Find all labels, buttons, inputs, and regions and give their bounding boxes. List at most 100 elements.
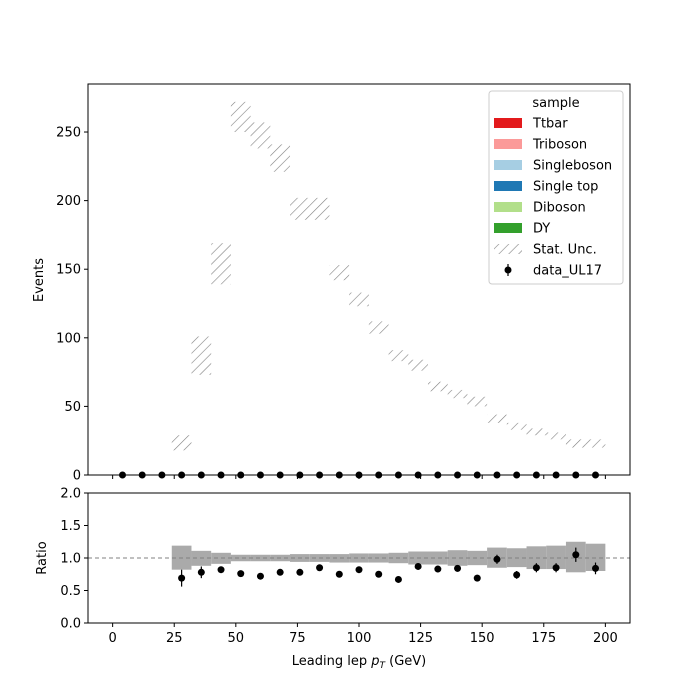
stat-unc-bin — [349, 292, 369, 307]
ratio-point — [434, 565, 442, 573]
main-axes-frame — [87, 83, 631, 476]
y-tick-label: 100 — [56, 331, 81, 346]
legend-label: Stat. Unc. — [533, 243, 597, 258]
ratio-point — [256, 572, 264, 580]
stat-unc-bin — [290, 197, 310, 220]
legend-marker — [504, 266, 512, 274]
main-x-ticks — [112, 475, 606, 479]
main-y-ticks: 0 50 100 150 200 250 — [56, 126, 88, 484]
ratio-point — [572, 551, 580, 559]
ratio-point — [375, 570, 383, 578]
legend-swatch — [494, 160, 522, 170]
ratio-point — [335, 570, 343, 578]
ratio-point — [414, 562, 422, 570]
x-tick-label: 125 — [408, 631, 433, 646]
ratio-y-ticks: 0.0 0.5 1.0 1.5 2.0 — [60, 487, 88, 632]
legend-label: data_UL17 — [533, 264, 602, 279]
ratio-unc-bin — [230, 554, 251, 562]
stat-unc-bin — [191, 336, 212, 375]
ratio-point — [355, 566, 363, 574]
stat-unc-bin — [329, 265, 350, 281]
ratio-point — [197, 568, 205, 576]
y-tick-label: 0 — [73, 469, 81, 484]
stat-unc-bin — [565, 439, 586, 448]
ratio-point — [394, 575, 402, 583]
ratio-point — [493, 555, 501, 563]
x-tick-label: 0 — [108, 631, 116, 646]
stat-unc-bin — [230, 101, 251, 133]
stat-unc-bin — [506, 422, 527, 430]
ratio-axes-frame — [87, 492, 631, 624]
stat-unc-bin — [585, 439, 606, 448]
ratio-unc-bin — [546, 545, 566, 570]
legend-swatch — [494, 223, 522, 233]
stat-unc-bin — [447, 389, 468, 399]
legend-frame — [488, 90, 624, 285]
ratio-point — [532, 564, 540, 572]
ratio-point — [454, 564, 462, 572]
stat-unc-bin — [309, 197, 330, 220]
stat-unc-bands — [171, 101, 606, 451]
main-panel: 0 50 100 150 200 250 Events sample Ttbar Tribo… — [32, 83, 631, 484]
legend-label: Diboson — [533, 201, 586, 216]
stat-unc-bin — [388, 350, 409, 362]
x-tick-label: 100 — [347, 631, 372, 646]
ratio-point — [217, 566, 225, 574]
ratio-unc-bin — [467, 550, 488, 566]
y-tick-label: 150 — [56, 263, 81, 278]
legend-swatch — [494, 202, 522, 212]
y-tick-label: 250 — [56, 126, 81, 141]
ratio-unc-band — [171, 541, 606, 573]
ratio-point — [513, 571, 521, 579]
x-tick-label: 150 — [470, 631, 495, 646]
legend-label: Singleboson — [533, 159, 612, 174]
ratio-unc-bin — [585, 543, 606, 571]
stat-unc-bin — [427, 381, 448, 392]
stat-unc-bin — [270, 144, 291, 172]
y-tick-label: 0.0 — [60, 617, 81, 632]
x-axis-label: Leading lep pT (GeV) — [292, 654, 426, 671]
ratio-points — [178, 547, 600, 587]
stat-unc-bin — [467, 396, 488, 407]
stat-unc-bin — [368, 321, 389, 334]
ratio-point — [473, 574, 481, 582]
y-tick-label: 0.5 — [60, 584, 81, 599]
legend-label: Ttbar — [532, 117, 568, 132]
x-tick-label: 25 — [166, 631, 183, 646]
ratio-unc-bin — [447, 550, 468, 566]
legend-label: Single top — [533, 180, 598, 195]
stat-unc-bin — [546, 432, 566, 440]
y-tick-label: 50 — [64, 400, 81, 415]
ratio-point — [316, 564, 324, 572]
y-tick-label: 200 — [56, 194, 81, 209]
stat-unc-bin — [250, 122, 271, 149]
stat-unc-bin — [487, 414, 507, 423]
legend-label: Triboson — [532, 138, 587, 153]
ratio-y-axis-label: Ratio — [35, 541, 50, 574]
x-tick-label: 50 — [228, 631, 245, 646]
ratio-point — [592, 564, 600, 572]
stat-unc-bin — [211, 243, 231, 285]
ratio-point — [276, 568, 284, 576]
legend-swatch — [494, 244, 522, 254]
legend-swatch — [494, 139, 522, 149]
legend-title: sample — [532, 96, 579, 111]
stat-unc-bin — [171, 435, 192, 451]
stat-unc-bin — [526, 428, 547, 436]
ratio-unc-bin — [250, 554, 271, 562]
ratio-unc-bin — [349, 553, 369, 563]
x-tick-label: 175 — [531, 631, 556, 646]
legend: sample Ttbar Triboson Singleboson Single to… — [488, 90, 624, 285]
y-tick-label: 1.0 — [60, 552, 81, 567]
legend-entries: Ttbar Triboson Singleboson Single top Diboso… — [494, 117, 612, 279]
ratio-point — [178, 574, 186, 582]
stat-unc-bin — [408, 359, 428, 371]
ratio-point — [552, 564, 560, 572]
y-tick-label: 1.5 — [60, 519, 81, 534]
ratio-point — [296, 568, 304, 576]
ratio-unc-bin — [427, 551, 448, 565]
ratio-panel: 0.0 0.5 1.0 1.5 2.0 0 25 50 75 100 125 150 175 200 R… — [35, 487, 631, 671]
x-tick-label: 200 — [593, 631, 618, 646]
ratio-x-ticks: 0 25 50 75 100 125 150 175 200 — [108, 623, 618, 646]
